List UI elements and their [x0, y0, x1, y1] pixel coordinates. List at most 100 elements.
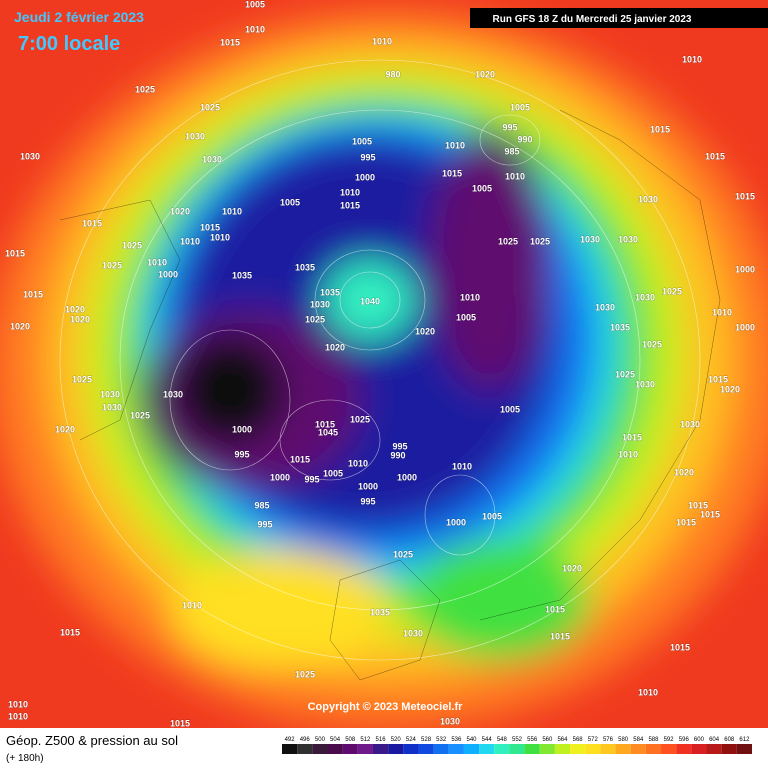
isobar-label: 1015 [705, 151, 725, 161]
isobar-label: 1010 [372, 36, 392, 46]
isobar-label: 1015 [315, 419, 335, 429]
isobar-label: 1020 [415, 326, 435, 336]
isobar-label: 1025 [122, 240, 142, 250]
colorbar-cell [403, 744, 419, 754]
colorbar-tick-label: 580 [618, 737, 629, 743]
isobars [59, 59, 701, 661]
isobar-label: 1005 [510, 102, 530, 112]
isobar-label: 1010 [8, 711, 28, 721]
isobar-label: 1035 [320, 287, 340, 297]
isobar-label: 1010 [147, 257, 167, 267]
isobar-label: 1000 [355, 172, 375, 182]
colorbar-cell [691, 744, 707, 754]
run-info: Run GFS 18 Z du Mercredi 25 janvier 2023 [493, 14, 692, 25]
colorbar-tick-label: 528 [421, 737, 432, 743]
isobar-label: 1010 [182, 600, 202, 610]
isobar-label: 1015 [676, 517, 696, 527]
isobar-label: 1035 [295, 262, 315, 272]
isobar-label: 1030 [310, 299, 330, 309]
isobar-label: 1015 [550, 631, 570, 641]
isobar-label: 1015 [650, 124, 670, 134]
colorbar-cell [372, 744, 389, 754]
colorbar-cell [570, 744, 586, 754]
isobar-label: 990 [517, 134, 532, 144]
colorbar-cell [282, 744, 298, 754]
isobar-label: 1020 [10, 321, 30, 331]
colorbar-cell [312, 744, 328, 754]
isobar-label: 1025 [498, 236, 518, 246]
isobar-label: 985 [254, 500, 269, 510]
colorbar-tick-label: 592 [664, 737, 675, 743]
isobar-label: 1020 [720, 384, 740, 394]
isobar-label: 1000 [232, 424, 252, 434]
isobar-label: 1030 [185, 131, 205, 141]
isobar-label: 1015 [220, 37, 240, 47]
copyright: Copyright © 2023 Meteociel.fr [308, 701, 464, 713]
colorbar-tick-label: 568 [573, 737, 584, 743]
isobar-label: 1025 [72, 374, 92, 384]
isobar-label: 1000 [397, 472, 417, 482]
colorbar-cell [448, 744, 464, 754]
isobar-label: 1030 [102, 402, 122, 412]
colorbar-cell [721, 744, 737, 754]
isobar-label: 995 [234, 449, 249, 459]
isobar-label: 1010 [245, 24, 265, 34]
isobar-label: 1045 [318, 427, 338, 437]
colorbar-tick-label: 508 [345, 737, 356, 743]
colorbar-cell [494, 744, 510, 754]
isobar-label: 1015 [688, 500, 708, 510]
isobar-label: 1030 [680, 419, 700, 429]
isobar-label: 1010 [682, 54, 702, 64]
isobar-label: 1010 [452, 461, 472, 471]
isobar-label: 1010 [505, 171, 525, 181]
footer-title: Géop. Z500 & pression au sol [6, 733, 178, 748]
isobar-label: 1010 [8, 699, 28, 709]
colorbar-cell [388, 744, 404, 754]
isobar-label: 1000 [158, 269, 178, 279]
isobar-label: 1030 [580, 234, 600, 244]
run-box [470, 8, 768, 28]
colorbar-cell [418, 744, 434, 754]
colorbar-cell [661, 744, 677, 754]
isobar-label: 1010 [712, 307, 732, 317]
isobar-label: 1025 [305, 314, 325, 324]
isobar-label: 1005 [280, 197, 300, 207]
colorbar-tick-label: 564 [557, 737, 568, 743]
colorbar-tick-label: 492 [285, 737, 296, 743]
isobar-label: 1025 [130, 410, 150, 420]
colorbar-cell [645, 744, 662, 754]
colorbar-tick-label: 572 [588, 737, 599, 743]
isobar-label: 1030 [595, 302, 615, 312]
isobar-label: 1030 [100, 389, 120, 399]
colorbar-tick-label: 532 [436, 737, 447, 743]
colorbar-cell [706, 744, 722, 754]
isobar-label: 1015 [340, 200, 360, 210]
isobar-label: 1015 [170, 718, 190, 728]
colorbar-tick-label: 608 [724, 737, 735, 743]
isobar-label: 1020 [325, 342, 345, 352]
isobar-label: 1010 [445, 140, 465, 150]
isobar-label: 1025 [615, 369, 635, 379]
colorbar-cell [342, 744, 358, 754]
isobar-label: 1025 [200, 102, 220, 112]
colorbar: 492 496 500 504 508 512 516 520 524 528 532 536 540 5… [282, 737, 752, 754]
isobar-label: 985 [504, 146, 519, 156]
colorbar-tick-label: 500 [315, 737, 326, 743]
coastlines [59, 109, 721, 681]
isobar-label: 1025 [135, 84, 155, 94]
isobar-label: 1035 [370, 607, 390, 617]
colorbar-cell [600, 744, 616, 754]
isobar-label: 1000 [735, 322, 755, 332]
isobar-label: 1015 [622, 432, 642, 442]
colorbar-tick-label: 548 [497, 737, 508, 743]
isobar-label: 1030 [440, 716, 460, 726]
colorbar-tick-label: 584 [633, 737, 644, 743]
forecast-date: Jeudi 2 février 2023 [14, 9, 144, 25]
isobar-label: 1025 [393, 549, 413, 559]
isobar-label: 1020 [475, 69, 495, 79]
isobar-label: 1025 [102, 260, 122, 270]
isobar-label: 1005 [323, 468, 343, 478]
isobar-label: 1040 [360, 296, 380, 306]
isobar-label: 1025 [295, 669, 315, 679]
